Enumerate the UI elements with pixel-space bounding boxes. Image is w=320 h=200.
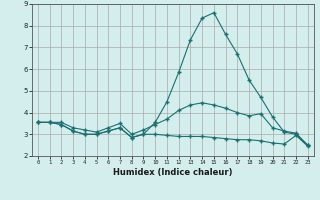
X-axis label: Humidex (Indice chaleur): Humidex (Indice chaleur) [113, 168, 233, 177]
